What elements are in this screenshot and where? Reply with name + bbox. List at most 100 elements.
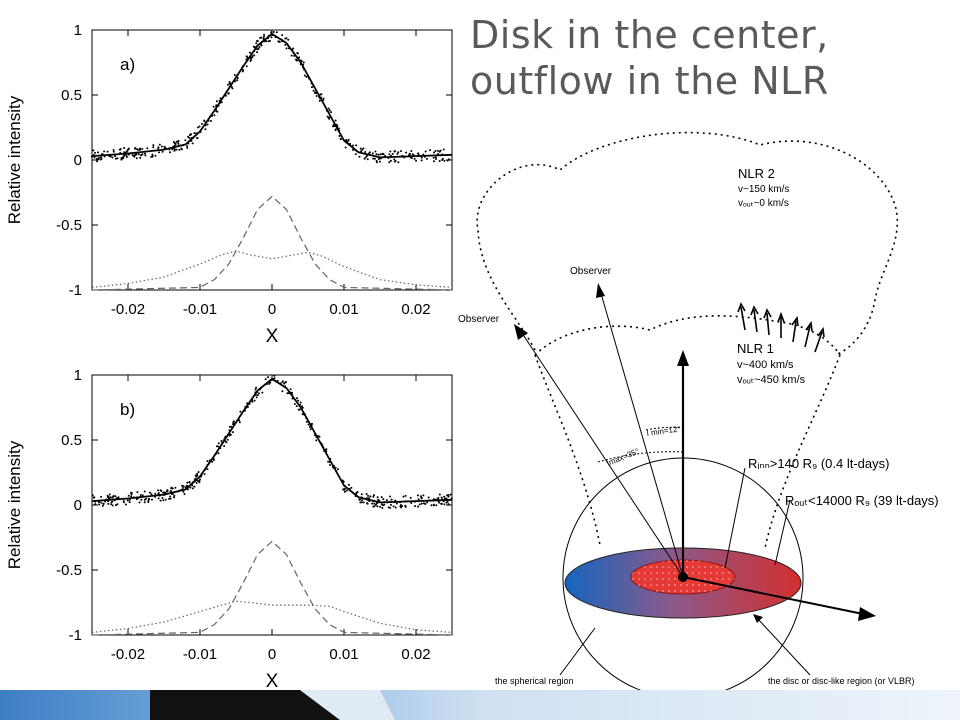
data-point (358, 155, 361, 158)
data-point (143, 498, 146, 501)
data-point (293, 403, 296, 406)
data-point (226, 438, 229, 441)
data-point (446, 494, 449, 497)
data-point (169, 151, 172, 154)
y-axis-label: Relative intensity (5, 95, 24, 224)
data-point (298, 56, 301, 59)
y-tick-label: 1 (74, 22, 82, 39)
data-point (397, 161, 400, 164)
data-point (211, 460, 214, 463)
data-point (118, 148, 121, 151)
series-dotted-line (91, 600, 453, 633)
data-point (143, 152, 146, 155)
data-point (434, 156, 437, 159)
slide-title: Disk in the center, outflow in the NLR (470, 13, 829, 103)
data-point (139, 494, 142, 497)
data-point (173, 496, 176, 499)
data-point (445, 501, 448, 504)
data-point (268, 382, 271, 385)
data-point (366, 502, 369, 505)
data-point (94, 151, 97, 154)
data-point (443, 159, 446, 162)
data-point (191, 484, 194, 487)
panel-label: a) (120, 55, 135, 74)
data-point (426, 501, 429, 504)
data-point (228, 425, 231, 428)
data-point (355, 144, 358, 147)
data-point (184, 486, 187, 489)
data-point (191, 142, 194, 145)
data-point (157, 146, 160, 149)
data-point (392, 505, 395, 508)
data-point (250, 57, 253, 60)
data-point (439, 149, 442, 152)
central-engine (678, 572, 688, 582)
data-point (96, 160, 99, 163)
data-point (146, 147, 149, 150)
data-point (417, 152, 420, 155)
imin-label: I min=12° (646, 424, 681, 438)
data-point (374, 150, 377, 153)
data-point (254, 388, 257, 391)
data-point (402, 495, 405, 498)
data-point (327, 107, 330, 110)
data-point (239, 410, 242, 413)
chart-panel-a: -0.02 -0.01 0 0.01 0.02 1 0.5 0 -0.5 -1 X Relative … (5, 22, 453, 347)
data-point (114, 157, 117, 160)
data-point (338, 134, 341, 137)
data-point (351, 148, 354, 151)
data-point (339, 137, 342, 140)
panel-label: b) (120, 400, 135, 419)
data-point (328, 109, 331, 112)
data-point (141, 494, 144, 497)
data-point (173, 149, 176, 152)
data-point (101, 504, 104, 507)
data-point (241, 70, 244, 73)
data-point (359, 501, 362, 504)
data-point (186, 481, 189, 484)
data-point (303, 74, 306, 77)
data-point (196, 137, 199, 140)
data-point (182, 490, 185, 493)
data-point (161, 497, 164, 500)
data-point (92, 149, 95, 152)
data-point (337, 468, 340, 471)
data-point (173, 148, 176, 151)
data-point (144, 154, 147, 157)
data-point (128, 501, 131, 504)
plot-frame (91, 374, 453, 636)
data-point (294, 58, 297, 61)
data-point (433, 504, 436, 507)
data-point (314, 91, 317, 94)
data-point (130, 495, 133, 498)
data-point (223, 444, 226, 447)
data-point (206, 460, 209, 463)
data-point (420, 496, 423, 499)
data-point (255, 42, 258, 45)
data-point (139, 156, 142, 159)
data-point (285, 37, 288, 40)
data-point (400, 150, 403, 153)
data-point (413, 157, 416, 160)
data-point (193, 485, 196, 488)
data-point (362, 147, 365, 150)
data-point (172, 141, 175, 144)
data-point (231, 87, 234, 90)
cone-right-edge (764, 354, 841, 549)
data-point (228, 434, 231, 437)
data-point (107, 502, 110, 505)
data-point (99, 156, 102, 159)
data-point (154, 492, 157, 495)
data-point (365, 493, 368, 496)
data-point (368, 152, 371, 155)
data-point (358, 498, 361, 501)
data-point (327, 460, 330, 463)
data-point (103, 150, 106, 153)
data-point (450, 497, 453, 500)
agn-geometry-diagram: NLR 2 v~150 km/s vₒᵤₜ~0 km/s NLR 1 v~400… (458, 131, 939, 690)
data-point (393, 150, 396, 153)
data-point (210, 120, 213, 123)
data-point (251, 400, 254, 403)
series-dotted-line (91, 250, 453, 288)
data-point (227, 83, 229, 86)
